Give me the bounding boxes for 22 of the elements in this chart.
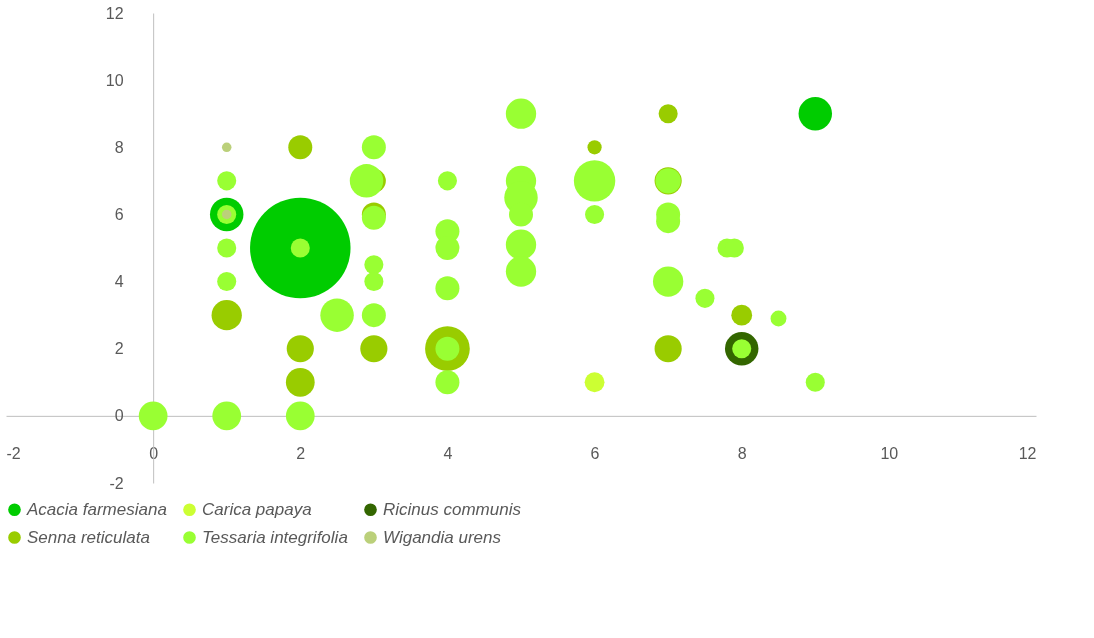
y-tick-label: 8 xyxy=(114,138,124,156)
y-tick-label: -2 xyxy=(109,474,124,492)
y-tick-label: 4 xyxy=(114,273,124,291)
legend-label: Ricinus communis xyxy=(383,499,522,519)
y-tick-label: 2 xyxy=(114,340,124,358)
legend-label: Acacia farmesiana xyxy=(26,499,167,519)
x-tick-label: 4 xyxy=(443,445,453,463)
x-tick-label: -2 xyxy=(6,445,21,463)
legend-label: Carica papaya xyxy=(202,499,312,519)
legend-label: Wigandia urens xyxy=(383,527,502,547)
x-tick-label: 6 xyxy=(590,445,600,463)
x-tick-label: 10 xyxy=(880,445,899,463)
x-tick-label: 8 xyxy=(737,445,747,463)
y-tick-label: 6 xyxy=(114,205,124,223)
x-tick-label: 12 xyxy=(1018,445,1037,463)
legend-label: Tessaria integrifolia xyxy=(202,527,348,547)
x-tick-label: 0 xyxy=(149,445,159,463)
y-tick-label: 0 xyxy=(114,407,124,425)
y-tick-label: 12 xyxy=(105,4,124,22)
y-tick-label: 10 xyxy=(105,71,124,89)
legend-label: Senna reticulata xyxy=(27,527,150,547)
x-tick-label: 2 xyxy=(296,445,306,463)
